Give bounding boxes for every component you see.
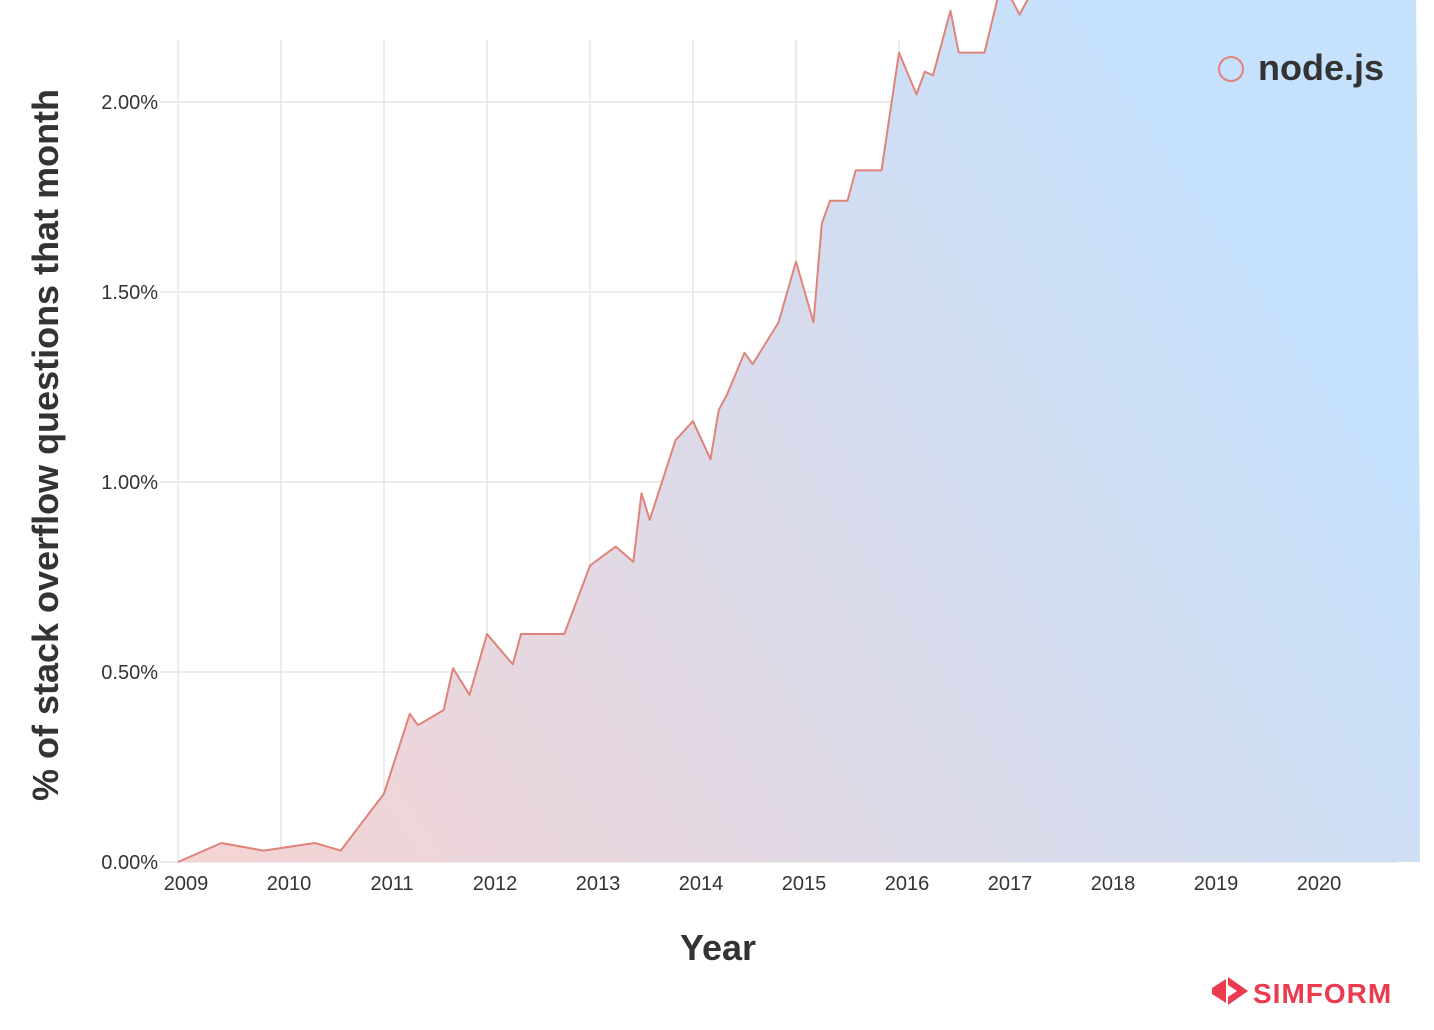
x-tick-label: 2015 bbox=[782, 873, 827, 895]
x-tick-label: 2019 bbox=[1194, 873, 1239, 895]
x-tick-label: 2020 bbox=[1297, 873, 1342, 895]
y-tick-label: 0.50% bbox=[101, 662, 158, 684]
y-axis-title: % of stack overflow questions that month bbox=[25, 89, 66, 801]
simform-logo-text: SIMFORM bbox=[1253, 978, 1392, 1009]
legend: node.js bbox=[1218, 47, 1384, 88]
y-axis-ticks: 0.00%0.50%1.00%1.50%2.00%2.50%3.00%3.50%… bbox=[101, 92, 158, 874]
y-tick-label: 0.00% bbox=[101, 852, 158, 874]
x-tick-label: 2018 bbox=[1091, 873, 1136, 895]
area-series bbox=[177, 0, 1420, 863]
legend-label: node.js bbox=[1258, 47, 1384, 88]
y-tick-label: 1.50% bbox=[101, 282, 158, 304]
x-tick-label: 2012 bbox=[473, 873, 518, 895]
x-axis-ticks: 2009 2010 2011 2012 2013 2014 2015 2016 2017 2018… bbox=[164, 873, 1342, 895]
series-line-nodejs bbox=[177, 0, 1029, 863]
area-fill bbox=[178, 0, 1420, 862]
simform-logo-mark bbox=[1212, 977, 1248, 1005]
y-tick-label: 2.00% bbox=[101, 92, 158, 114]
x-tick-label: 2010 bbox=[267, 873, 312, 895]
x-tick-label: 2011 bbox=[370, 873, 413, 895]
y-tick-label: 1.00% bbox=[101, 472, 158, 494]
x-tick-label: 2014 bbox=[679, 873, 724, 895]
x-tick-label: 2013 bbox=[576, 873, 621, 895]
simform-logo: SIMFORM bbox=[1212, 977, 1392, 1009]
x-tick-label: 2009 bbox=[164, 873, 209, 895]
legend-swatch bbox=[1218, 56, 1244, 82]
x-tick-label: 2017 bbox=[988, 873, 1033, 895]
x-tick-label: 2016 bbox=[885, 873, 930, 895]
x-axis-title: Year bbox=[680, 927, 756, 968]
